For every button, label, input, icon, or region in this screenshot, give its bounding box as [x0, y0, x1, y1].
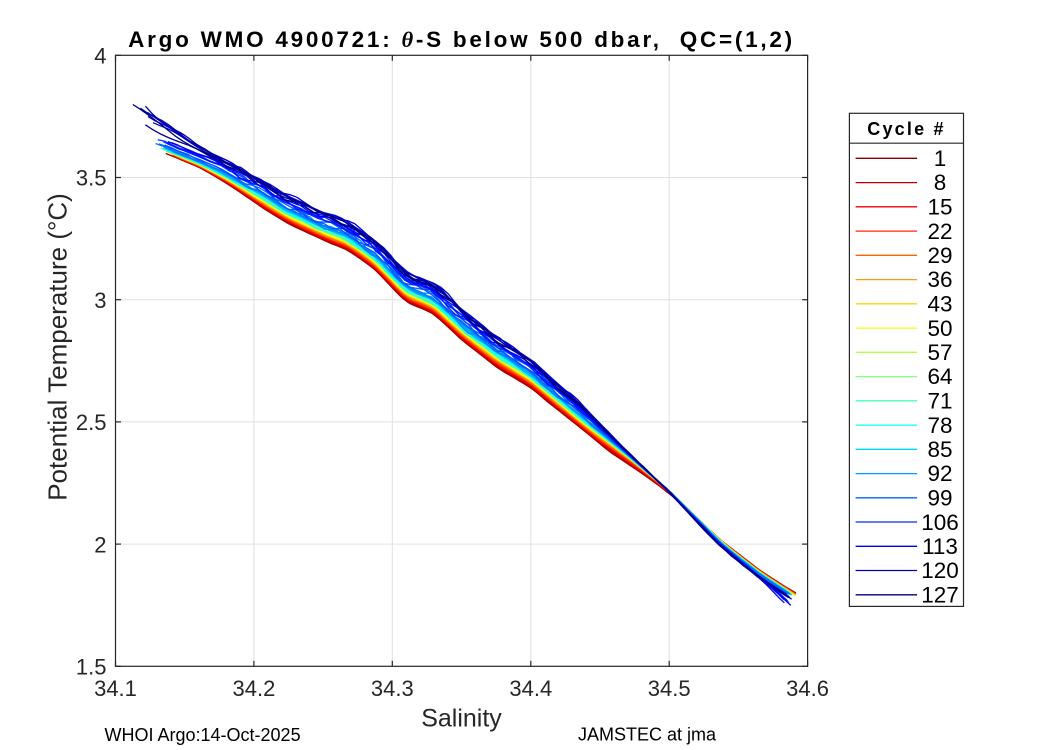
svg-text:29: 29 [927, 243, 952, 268]
svg-text:85: 85 [927, 437, 952, 462]
svg-text:34.2: 34.2 [232, 676, 275, 701]
svg-text:34.5: 34.5 [648, 676, 691, 701]
svg-text:99: 99 [927, 486, 952, 511]
svg-text:113: 113 [922, 534, 958, 559]
svg-text:57: 57 [927, 340, 952, 365]
svg-text:34.6: 34.6 [786, 676, 829, 701]
svg-text:Argo WMO 4900721: θ-S below 50: Argo WMO 4900721: θ-S below 500 dbar, QC… [128, 27, 795, 52]
svg-text:92: 92 [927, 461, 952, 486]
svg-text:34.1: 34.1 [94, 676, 137, 701]
svg-text:36: 36 [927, 267, 952, 292]
svg-text:Cycle #: Cycle # [867, 119, 945, 139]
svg-text:34.4: 34.4 [509, 676, 552, 701]
svg-text:2: 2 [94, 532, 106, 557]
svg-text:71: 71 [927, 389, 952, 414]
svg-text:3: 3 [94, 288, 106, 313]
svg-text:WHOI Argo:14-Oct-2025: WHOI Argo:14-Oct-2025 [105, 725, 301, 745]
svg-text:Potential Temperature (°C): Potential Temperature (°C) [43, 193, 73, 501]
svg-text:120: 120 [921, 558, 959, 583]
svg-text:43: 43 [927, 292, 952, 317]
svg-text:JAMSTEC at jma: JAMSTEC at jma [578, 725, 717, 745]
svg-text:Salinity: Salinity [421, 705, 502, 733]
svg-text:64: 64 [927, 364, 952, 389]
svg-text:2.5: 2.5 [76, 410, 107, 435]
svg-text:3.5: 3.5 [76, 166, 107, 191]
svg-text:50: 50 [927, 316, 952, 341]
svg-text:1.5: 1.5 [76, 655, 107, 680]
svg-text:1: 1 [934, 146, 947, 171]
svg-text:15: 15 [927, 195, 952, 220]
svg-text:106: 106 [921, 510, 959, 535]
svg-text:127: 127 [921, 583, 959, 608]
svg-text:4: 4 [94, 44, 106, 69]
svg-text:78: 78 [927, 413, 952, 438]
svg-text:22: 22 [927, 219, 952, 244]
svg-text:34.3: 34.3 [371, 676, 414, 701]
svg-text:8: 8 [934, 170, 947, 195]
